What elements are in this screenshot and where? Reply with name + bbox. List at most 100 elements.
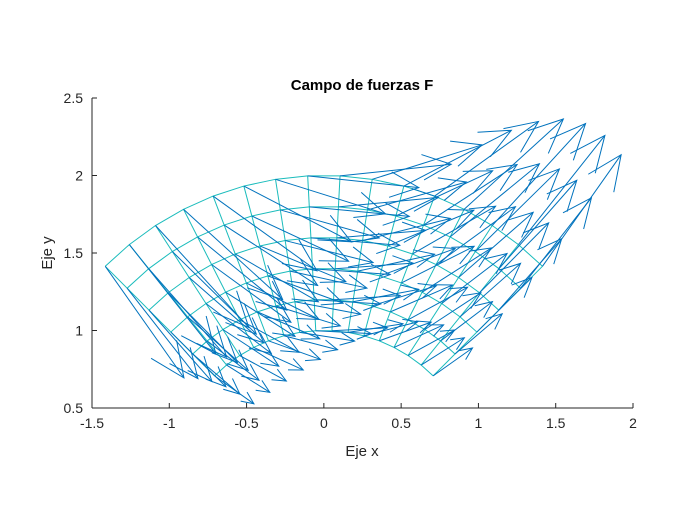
x-tick-label: 0.5	[391, 415, 411, 431]
vector-arrow-head	[486, 163, 519, 191]
mesh-radial-4	[378, 195, 436, 341]
vector-arrow	[371, 283, 438, 307]
vector-arrow-head	[437, 177, 468, 201]
vector-arrow	[476, 276, 533, 333]
vector-arrow-head	[225, 303, 258, 335]
vector-arrow-shaft	[463, 118, 564, 210]
vector-arrow-head	[281, 239, 318, 272]
vector-arrow-head	[549, 122, 587, 161]
x-tick-label: -1	[163, 415, 176, 431]
vector-arrow	[333, 288, 402, 305]
vector-arrow-shaft	[225, 291, 296, 337]
vector-arrow	[275, 178, 387, 219]
vector-arrow	[401, 245, 476, 284]
mesh-arc-3	[148, 237, 500, 311]
vector-arrow	[407, 286, 469, 321]
vector-arrow-shaft	[352, 288, 419, 303]
vector-arrow	[479, 222, 550, 294]
vector-arrow-head	[223, 378, 241, 395]
vector-arrow	[234, 253, 320, 303]
vector-arrow	[379, 320, 433, 342]
vector-arrow-head	[527, 118, 565, 154]
vector-arrow-shaft	[183, 208, 284, 300]
vector-arrow-head	[382, 288, 402, 305]
vector-arrow-head	[241, 364, 260, 381]
vector-arrow-head	[570, 134, 606, 174]
vector-arrow-head	[240, 391, 255, 405]
vector-arrow-head	[255, 280, 288, 311]
vector-arrow	[372, 140, 484, 180]
vector-arrow	[239, 319, 301, 353]
vector-field	[104, 118, 622, 405]
vector-arrow-head	[319, 262, 347, 283]
vector-arrow-head	[462, 292, 482, 309]
vector-arrow-head	[477, 129, 513, 158]
vector-arrow-shaft	[379, 248, 456, 277]
vector-arrow	[393, 324, 445, 348]
vector-arrow	[315, 326, 373, 340]
vector-arrow-shaft	[421, 247, 492, 293]
vector-arrow-head	[421, 154, 453, 181]
vector-arrow-shaft	[192, 353, 241, 395]
vector-arrow	[352, 284, 421, 303]
vector-arrow	[357, 249, 436, 272]
vector-arrow-head	[272, 316, 297, 338]
vector-arrow-head	[246, 264, 284, 301]
vector-arrow-shaft	[479, 222, 550, 294]
vector-arrow-head	[348, 246, 375, 268]
vector-arrow	[155, 225, 250, 329]
vector-arrow	[307, 171, 421, 198]
vector-arrow-shaft	[226, 364, 271, 393]
vector-arrow-shaft	[312, 268, 391, 276]
vector-arrow	[243, 185, 353, 243]
x-tick-label: 0	[320, 415, 328, 431]
mesh-radial-11	[212, 195, 269, 341]
vector-arrow-shaft	[424, 292, 482, 330]
vector-arrow-head	[468, 205, 497, 229]
x-tick-label: -0.5	[235, 415, 259, 431]
vector-arrow-head	[345, 274, 369, 294]
vector-arrow-shaft	[148, 268, 227, 358]
vector-arrow	[339, 154, 453, 181]
vector-arrow	[498, 179, 578, 270]
vector-arrow-head	[296, 301, 321, 321]
mesh-arc-4	[126, 206, 521, 289]
y-axis-label: Eje y	[39, 236, 56, 270]
vector-arrow	[387, 209, 475, 247]
vector-arrow-shaft	[395, 170, 493, 217]
vector-arrow	[367, 177, 468, 211]
polar-mesh	[104, 175, 543, 377]
vector-arrow	[239, 355, 288, 382]
vector-arrow-head	[388, 171, 421, 198]
vector-arrow	[435, 206, 517, 265]
vector-arrow	[432, 347, 474, 377]
vector-arrow-head	[401, 221, 427, 243]
vector-arrow-shaft	[390, 284, 453, 313]
vector-arrow	[336, 221, 427, 243]
vector-arrow-shaft	[420, 337, 465, 366]
vector-arrow-head	[522, 222, 550, 249]
vector-arrow-head	[459, 347, 474, 360]
vector-arrow	[440, 300, 494, 342]
vector-arrow-head	[339, 332, 356, 346]
vector-arrow	[148, 268, 228, 359]
vector-arrow	[148, 309, 213, 383]
vector-arrow	[338, 187, 440, 212]
vector-arrow-shaft	[309, 206, 410, 217]
vector-arrow	[395, 170, 494, 217]
vector-arrow	[251, 215, 350, 262]
vector-arrow-shaft	[379, 321, 432, 342]
vector-arrow-head	[291, 279, 320, 303]
vector-arrow-head	[450, 140, 484, 167]
vector-arrow-shaft	[212, 195, 318, 272]
vector-arrow-head	[260, 350, 280, 367]
vector-arrow-shaft	[407, 286, 468, 321]
vector-arrow-head	[237, 317, 265, 344]
vector-arrow-shaft	[314, 299, 381, 305]
vector-arrow-head	[511, 276, 533, 298]
vector-arrow-head	[318, 238, 350, 262]
vector-arrow	[257, 311, 321, 340]
y-tick-label: 1	[75, 323, 83, 339]
vector-arrow-shaft	[239, 319, 300, 353]
vector-arrow-head	[447, 209, 475, 230]
